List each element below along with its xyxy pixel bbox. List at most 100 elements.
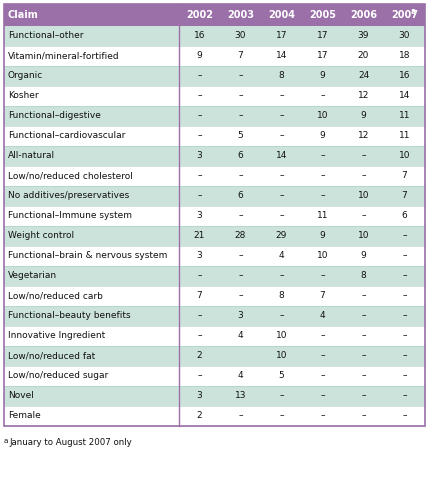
- Text: 9: 9: [319, 231, 325, 241]
- Text: –: –: [238, 212, 242, 221]
- Text: 12: 12: [357, 131, 368, 141]
- Text: Low/no/reduced cholesterol: Low/no/reduced cholesterol: [8, 171, 132, 181]
- Text: 39: 39: [357, 31, 368, 41]
- Text: –: –: [238, 292, 242, 300]
- Text: No additives/preservatives: No additives/preservatives: [8, 191, 129, 200]
- Text: 2007: 2007: [390, 10, 417, 20]
- Text: –: –: [319, 352, 324, 360]
- Text: 2006: 2006: [349, 10, 376, 20]
- Text: Functional–brain & nervous system: Functional–brain & nervous system: [8, 252, 167, 260]
- Text: –: –: [360, 371, 365, 381]
- Text: –: –: [279, 131, 283, 141]
- Bar: [4, 26, 424, 46]
- Text: 3: 3: [196, 252, 202, 260]
- Text: 17: 17: [275, 31, 286, 41]
- Text: 9: 9: [319, 131, 325, 141]
- Text: 2: 2: [196, 352, 202, 360]
- Text: Low/no/reduced sugar: Low/no/reduced sugar: [8, 371, 108, 381]
- Text: 9: 9: [196, 52, 202, 60]
- Text: Female: Female: [8, 412, 41, 421]
- Text: 16: 16: [193, 31, 205, 41]
- Bar: [4, 346, 424, 366]
- Text: 7: 7: [196, 292, 202, 300]
- Text: 2: 2: [196, 412, 202, 421]
- Bar: [4, 4, 424, 26]
- Text: 5: 5: [237, 131, 243, 141]
- Text: –: –: [197, 191, 201, 200]
- Text: 7: 7: [401, 171, 406, 181]
- Text: 7: 7: [401, 191, 406, 200]
- Text: –: –: [279, 392, 283, 400]
- Bar: [4, 206, 424, 226]
- Text: –: –: [197, 71, 201, 81]
- Text: Innovative Ingredient: Innovative Ingredient: [8, 331, 105, 341]
- Text: a: a: [4, 438, 8, 444]
- Text: 11: 11: [398, 131, 409, 141]
- Text: 18: 18: [398, 52, 409, 60]
- Text: –: –: [197, 171, 201, 181]
- Text: –: –: [360, 412, 365, 421]
- Text: 10: 10: [357, 191, 368, 200]
- Text: –: –: [238, 171, 242, 181]
- Text: Functional–Immune system: Functional–Immune system: [8, 212, 132, 221]
- Bar: [4, 126, 424, 146]
- Text: –: –: [319, 412, 324, 421]
- Bar: [4, 106, 424, 126]
- Text: Functional–other: Functional–other: [8, 31, 83, 41]
- Bar: [4, 166, 424, 186]
- Text: Claim: Claim: [8, 10, 39, 20]
- Text: Organic: Organic: [8, 71, 43, 81]
- Text: 3: 3: [237, 312, 243, 321]
- Text: 9: 9: [360, 252, 365, 260]
- Text: Weight control: Weight control: [8, 231, 74, 241]
- Text: 2004: 2004: [267, 10, 294, 20]
- Text: –: –: [401, 392, 406, 400]
- Text: –: –: [238, 252, 242, 260]
- Text: 30: 30: [398, 31, 409, 41]
- Text: Functional–digestive: Functional–digestive: [8, 112, 101, 120]
- Text: January to August 2007 only: January to August 2007 only: [9, 438, 132, 447]
- Text: –: –: [360, 212, 365, 221]
- Text: –: –: [319, 191, 324, 200]
- Text: 14: 14: [398, 91, 409, 100]
- Text: –: –: [197, 91, 201, 100]
- Text: Low/no/reduced carb: Low/no/reduced carb: [8, 292, 102, 300]
- Text: 3: 3: [196, 212, 202, 221]
- Text: –: –: [197, 331, 201, 341]
- Bar: [4, 146, 424, 166]
- Text: 10: 10: [316, 252, 328, 260]
- Text: –: –: [360, 331, 365, 341]
- Text: 10: 10: [275, 331, 286, 341]
- Text: –: –: [319, 171, 324, 181]
- Text: –: –: [360, 171, 365, 181]
- Text: –: –: [319, 331, 324, 341]
- Text: 4: 4: [319, 312, 325, 321]
- Bar: [4, 286, 424, 306]
- Bar: [4, 326, 424, 346]
- Bar: [4, 266, 424, 286]
- Text: Functional–beauty benefits: Functional–beauty benefits: [8, 312, 130, 321]
- Text: 9: 9: [360, 112, 365, 120]
- Text: –: –: [319, 371, 324, 381]
- Text: –: –: [238, 112, 242, 120]
- Bar: [4, 306, 424, 326]
- Text: –: –: [279, 91, 283, 100]
- Text: 4: 4: [237, 371, 243, 381]
- Text: –: –: [279, 271, 283, 281]
- Text: –: –: [238, 412, 242, 421]
- Text: 17: 17: [316, 52, 328, 60]
- Text: –: –: [279, 412, 283, 421]
- Text: –: –: [238, 71, 242, 81]
- Text: 16: 16: [398, 71, 409, 81]
- Text: 10: 10: [275, 352, 286, 360]
- Text: 10: 10: [398, 152, 409, 160]
- Text: 5: 5: [278, 371, 284, 381]
- Text: –: –: [401, 231, 406, 241]
- Text: –: –: [401, 331, 406, 341]
- Text: a: a: [410, 8, 415, 16]
- Text: 2005: 2005: [308, 10, 335, 20]
- Text: Functional–cardiovascular: Functional–cardiovascular: [8, 131, 125, 141]
- Text: 8: 8: [278, 71, 284, 81]
- Text: 12: 12: [357, 91, 368, 100]
- Text: 20: 20: [357, 52, 368, 60]
